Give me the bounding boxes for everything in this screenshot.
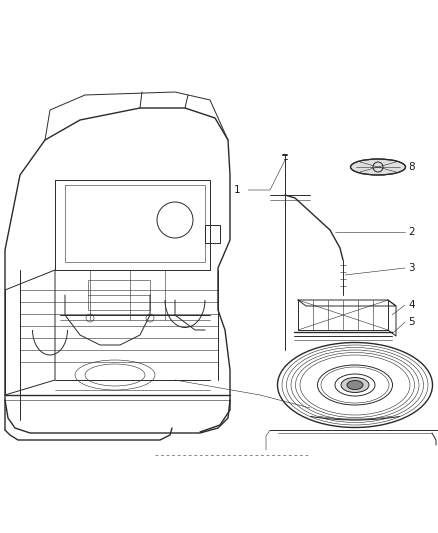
Text: 5: 5 [408,317,415,327]
Text: 2: 2 [408,227,415,237]
Text: 4: 4 [408,300,415,310]
Text: 3: 3 [408,263,415,273]
Bar [205,225,220,243]
Text: 8: 8 [408,162,415,172]
Ellipse shape [350,159,406,175]
Text: 1: 1 [233,185,240,195]
Ellipse shape [347,381,363,390]
Ellipse shape [341,377,369,392]
Bar [88,280,150,310]
